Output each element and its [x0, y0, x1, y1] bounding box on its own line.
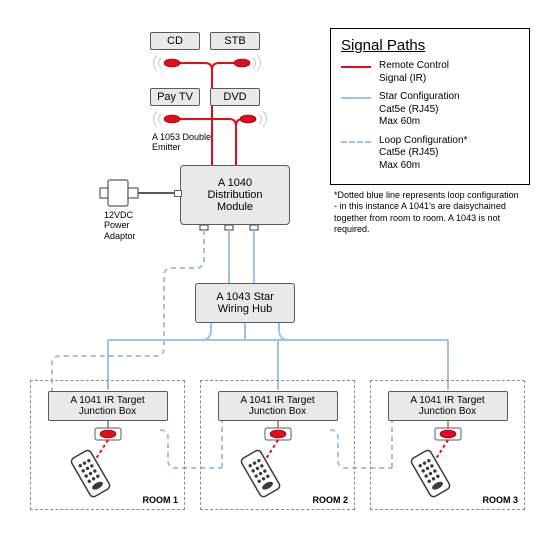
star-hub-label: A 1043 Star Wiring Hub	[216, 291, 274, 315]
room-3: A 1041 IR Target Junction Box ROOM 3	[370, 380, 525, 510]
legend: Signal Paths Remote Control Signal (IR) …	[330, 28, 530, 185]
power-adaptor	[100, 180, 180, 206]
source-paytv: Pay TV	[150, 88, 200, 106]
legend-row-loop: Loop Configuration* Cat5e (RJ45) Max 60m	[341, 135, 519, 173]
legend-label-ir: Remote Control Signal (IR)	[379, 60, 519, 85]
star-hub: A 1043 Star Wiring Hub	[195, 283, 295, 323]
dist-bottom-ports	[200, 225, 258, 230]
legend-title: Signal Paths	[341, 37, 519, 54]
legend-swatch-loop	[341, 141, 371, 143]
source-cd: CD	[150, 32, 200, 50]
junction-box-3-label: A 1041 IR Target Junction Box	[410, 395, 484, 417]
room-2: A 1041 IR Target Junction Box ROOM 2	[200, 380, 355, 510]
legend-note: *Dotted blue line represents loop config…	[334, 190, 524, 235]
junction-box-2: A 1041 IR Target Junction Box	[218, 391, 338, 421]
distribution-module: A 1040 Distribution Module	[180, 165, 290, 225]
star-dist-to-hub	[229, 230, 254, 283]
legend-label-star: Star Configuration Cat5e (RJ45) Max 60m	[379, 91, 519, 129]
source-dvd: DVD	[210, 88, 260, 106]
room-2-label: ROOM 2	[312, 495, 348, 505]
legend-row-ir: Remote Control Signal (IR)	[341, 60, 519, 85]
legend-swatch-ir	[341, 66, 371, 68]
room-1: A 1041 IR Target Junction Box ROOM 1	[30, 380, 185, 510]
junction-box-1-label: A 1041 IR Target Junction Box	[70, 395, 144, 417]
legend-row-star: Star Configuration Cat5e (RJ45) Max 60m	[341, 91, 519, 129]
emitter-caption: A 1053 Double Emitter	[152, 132, 211, 153]
power-caption: 12VDC Power Adaptor	[104, 210, 136, 241]
source-stb: STB	[210, 32, 260, 50]
legend-swatch-star	[341, 97, 371, 99]
junction-box-1: A 1041 IR Target Junction Box	[48, 391, 168, 421]
junction-box-2-label: A 1041 IR Target Junction Box	[240, 395, 314, 417]
room-1-label: ROOM 1	[142, 495, 178, 505]
distribution-module-label: A 1040 Distribution Module	[207, 177, 262, 213]
room-3-label: ROOM 3	[482, 495, 518, 505]
legend-label-loop: Loop Configuration* Cat5e (RJ45) Max 60m	[379, 135, 519, 173]
junction-box-3: A 1041 IR Target Junction Box	[388, 391, 508, 421]
